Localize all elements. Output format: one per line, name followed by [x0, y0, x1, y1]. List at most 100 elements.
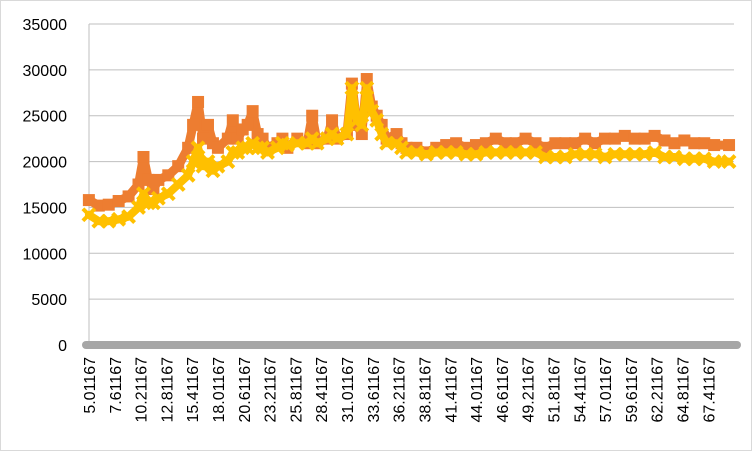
series-1-point: [509, 137, 522, 150]
series-2-point: [329, 131, 345, 147]
series-1-point: [559, 137, 572, 150]
series-2-point: [141, 195, 156, 211]
y-tick-label: 35000: [23, 17, 68, 34]
series-1-point: [226, 114, 239, 127]
series-1-point: [360, 73, 373, 86]
x-tick-label: 38.81167: [418, 357, 435, 423]
x-tick-label: 23.21167: [263, 357, 280, 423]
x-tick-label: 28.41167: [314, 357, 331, 423]
series-1-point: [132, 178, 145, 191]
x-tick-label: 33.61167: [366, 357, 383, 423]
series-1-point: [499, 137, 512, 150]
x-tick-label: 59.61167: [624, 357, 641, 423]
x-tick-label: 41.41167: [443, 357, 460, 423]
series-1-point: [187, 118, 200, 131]
x-tick-label: 51.81167: [547, 357, 564, 423]
series-2-point: [200, 154, 216, 169]
series-1-point: [182, 141, 195, 154]
series-1-point: [638, 132, 651, 145]
series-1-point: [678, 134, 691, 147]
y-axis-tick-labels: 0 5000 10000 15000 20000 25000 30000 35000: [23, 17, 68, 355]
x-tick-label: 67.41167: [701, 357, 718, 423]
series-2-point: [528, 144, 543, 160]
series-1-point: [589, 137, 602, 150]
y-tick-label: 10000: [23, 246, 68, 263]
series-1-point: [450, 137, 463, 150]
x-tick-label: 64.81167: [676, 357, 693, 423]
series-1-point: [162, 169, 175, 182]
series-1-point: [598, 132, 611, 145]
x-tick-label: 20.61167: [237, 357, 254, 423]
series-2-point: [557, 149, 573, 165]
series-1-point: [569, 137, 582, 150]
series-1-point: [241, 118, 254, 131]
series-2-point: [150, 190, 166, 206]
series-1-point: [102, 198, 115, 211]
series-1-point: [306, 109, 319, 122]
series-2-point: [597, 149, 613, 165]
series-2-point: [369, 112, 385, 128]
series-2-point: [309, 135, 325, 151]
series-2-point: [587, 146, 603, 162]
x-tick-label: 62.21167: [650, 357, 667, 423]
y-tick-label: 30000: [23, 63, 68, 80]
x-tick-label: 15.41167: [185, 357, 202, 423]
series-1: [82, 73, 736, 212]
series-1-point: [723, 139, 736, 152]
series-2-point: [235, 140, 251, 156]
series-1-point: [628, 132, 641, 145]
series-1-point: [82, 194, 95, 207]
series-1-point: [648, 129, 661, 142]
series-2-point: [210, 158, 226, 174]
series-2-point: [81, 207, 97, 223]
series-1-point: [579, 132, 592, 145]
x-tick-label: 57.01167: [598, 357, 615, 423]
series-1-point: [539, 141, 552, 154]
series-1-point: [197, 132, 210, 145]
series-1-point: [211, 141, 224, 154]
series-1-point: [231, 132, 244, 145]
series-2-point: [260, 144, 275, 160]
x-tick-label: 10.21167: [134, 357, 151, 423]
series-1-point: [519, 132, 532, 145]
x-tick-label: 5.01167: [82, 357, 99, 414]
x-tick-label: 46.61167: [495, 357, 512, 423]
series-1-point: [152, 173, 165, 186]
gridlines: [88, 23, 734, 345]
series-2-point: [180, 167, 196, 183]
series-2-point: [225, 144, 241, 160]
y-tick-label: 15000: [23, 200, 68, 217]
series-1-point: [172, 160, 185, 173]
series-2-point: [131, 200, 146, 215]
y-tick-label: 20000: [23, 155, 68, 172]
series-2-point: [185, 154, 201, 169]
series-2-point: [344, 80, 360, 96]
x-tick-label: 36.21167: [392, 357, 409, 423]
series-1-point: [112, 195, 125, 208]
x-tick-label: 31.01167: [340, 357, 357, 423]
series-2-point: [190, 140, 206, 156]
series-1-point: [698, 137, 711, 150]
x-tick-label: 7.61167: [108, 357, 125, 414]
series-1-point: [221, 132, 234, 145]
x-tick-label: 44.01167: [469, 357, 486, 423]
series-1-point: [201, 118, 214, 131]
series-1-point: [92, 199, 105, 212]
series-1-point: [479, 137, 492, 150]
series-2-point: [250, 140, 266, 156]
y-tick-label: 5000: [31, 292, 67, 309]
series-1-point: [708, 139, 721, 152]
series-1-point: [668, 137, 681, 150]
x-tick-label: 18.01167: [211, 357, 228, 423]
x-tick-label: 25.81167: [288, 357, 305, 423]
series-2-point: [706, 154, 722, 169]
x-axis-tick-labels: 5.01167 7.61167 10.21167 12.81167 15.41167 18…: [82, 357, 718, 423]
series-2-point: [374, 126, 390, 142]
series-2-point: [111, 211, 127, 227]
series-1-point: [618, 129, 631, 142]
series-1-point: [688, 137, 701, 150]
series-1-point: [147, 183, 160, 196]
y-tick-label: 0: [58, 338, 67, 355]
